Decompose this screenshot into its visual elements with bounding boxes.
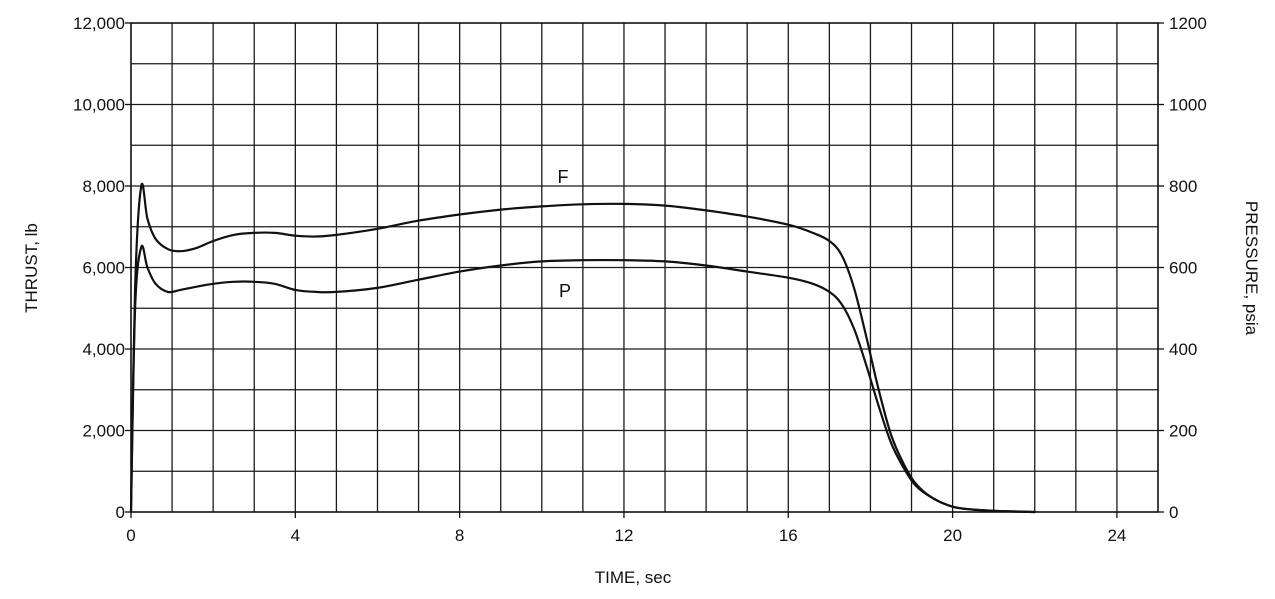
y2-tick-label: 200 [1169, 422, 1197, 441]
data-series [129, 182, 1036, 514]
x-tick-label: 12 [614, 526, 633, 545]
grid [131, 23, 1158, 512]
x-tick-label: 0 [126, 526, 135, 545]
y2-tick-label: 800 [1169, 177, 1197, 196]
y2-tick-label: 0 [1169, 503, 1178, 522]
x-tick-label: 16 [779, 526, 798, 545]
series-line-F [129, 182, 1036, 514]
series-label-F: F [558, 167, 569, 187]
x-tick-label: 20 [943, 526, 962, 545]
x-tick-label: 4 [291, 526, 300, 545]
y-tick-label: 6,000 [82, 259, 125, 278]
y-axis-title: THRUST, lb [22, 223, 41, 313]
x-axis-title: TIME, sec [595, 568, 672, 587]
y2-tick-label: 400 [1169, 340, 1197, 359]
y-tick-label: 4,000 [82, 340, 125, 359]
x-tick-label: 24 [1107, 526, 1126, 545]
y-tick-label: 12,000 [73, 14, 125, 33]
y2-tick-label: 1000 [1169, 96, 1207, 115]
x-tick-label: 8 [455, 526, 464, 545]
series-line-P [129, 244, 1036, 514]
y2-tick-label: 600 [1169, 259, 1197, 278]
y-tick-label: 10,000 [73, 96, 125, 115]
y-tick-label: 8,000 [82, 177, 125, 196]
y2-axis-title: PRESSURE, psia [1242, 201, 1261, 336]
y-tick-label: 0 [116, 503, 125, 522]
y-tick-label: 2,000 [82, 422, 125, 441]
y2-tick-label: 1200 [1169, 14, 1207, 33]
tick-labels: 0 4 8 12 16 20 24 0 2,000 4,000 6,000 8,000 10,000 12… [73, 14, 1207, 545]
series-label-P: P [559, 281, 571, 301]
